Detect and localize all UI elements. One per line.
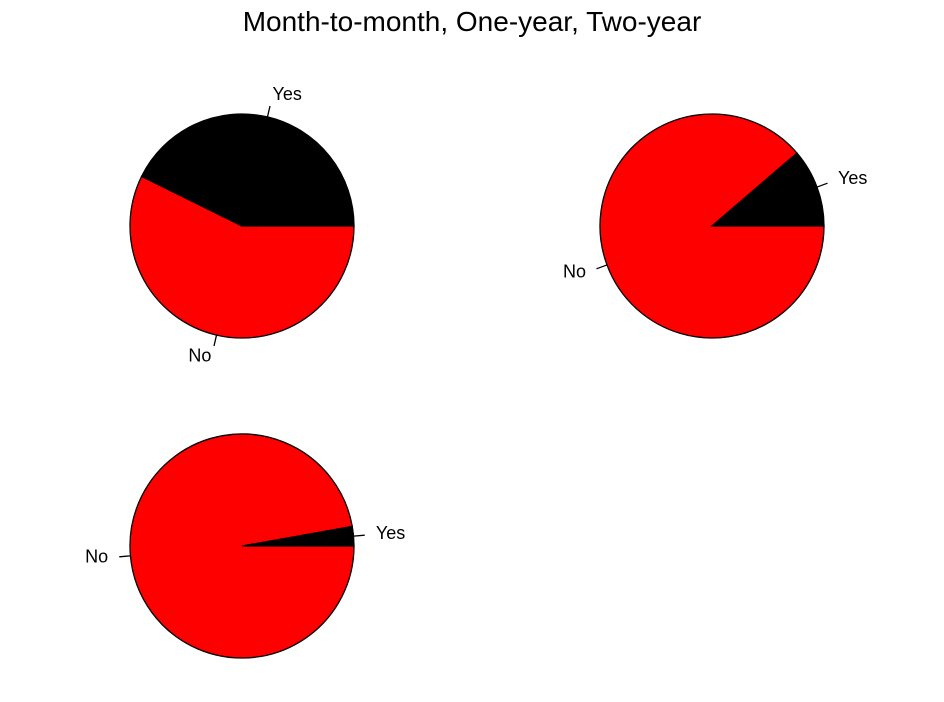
- pie-3-label-yes: Yes: [376, 523, 405, 543]
- pie-3: Yes No: [85, 433, 405, 659]
- pie-1-label-yes: Yes: [273, 84, 302, 104]
- pie-2-label-no: No: [563, 261, 586, 281]
- pie-1: Yes No: [129, 84, 355, 366]
- pie-3-slice-no: [129, 433, 355, 659]
- pie-3-label-no: No: [85, 547, 108, 567]
- chart-title: Month-to-month, One-year, Two-year: [242, 6, 702, 37]
- pie-3-leader-yes: [353, 534, 365, 537]
- pie-1-label-no: No: [188, 346, 211, 366]
- pie-1-slice-yes: [140, 113, 355, 227]
- pie-2-leader-yes: [816, 182, 828, 188]
- pie-2-slice-no: [599, 113, 825, 339]
- pie-2: Yes No: [563, 113, 867, 339]
- pie-2-leader-no: [596, 264, 608, 270]
- pie-2-slice-yes: [710, 152, 825, 227]
- pie-2-label-yes: Yes: [838, 168, 867, 188]
- pie-3-leader-no: [119, 555, 131, 558]
- pie-1-leader-no: [213, 334, 218, 347]
- pie-1-leader-yes: [266, 105, 271, 118]
